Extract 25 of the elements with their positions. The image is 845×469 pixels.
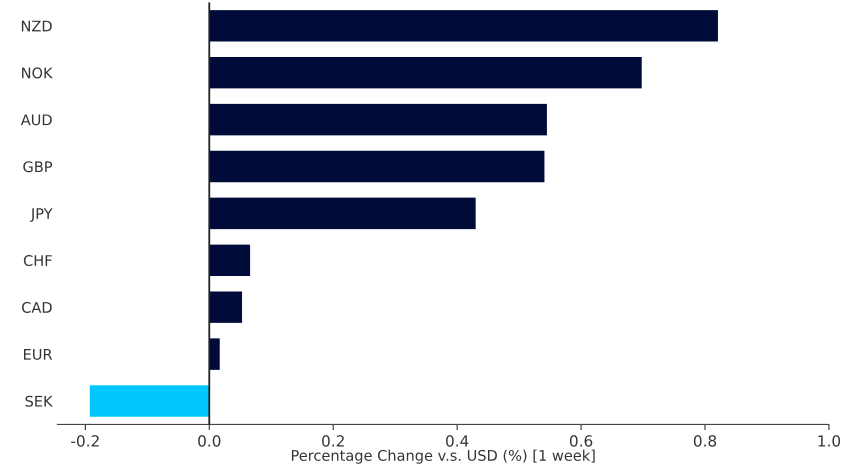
bar: [88, 384, 210, 418]
y-tick-label: AUD: [20, 114, 52, 126]
y-tick-label: SEK: [26, 396, 53, 407]
x-tick-label: 1.0: [818, 435, 840, 447]
x-axis-title: Percentage Change v.s. USD (%) [1 week]: [292, 450, 595, 464]
y-tick-label: NOK: [22, 67, 53, 78]
x-tick-label: 0.0: [198, 435, 220, 447]
x-tick-label: 0.4: [446, 435, 468, 447]
y-tick-label: CHF: [24, 255, 52, 266]
y-tick-label: NZD: [22, 20, 52, 32]
y-tick-label: GBP: [23, 161, 52, 172]
x-tick-label: 0.8: [694, 435, 716, 447]
bar: [208, 243, 252, 278]
y-tick-label: CAD: [22, 302, 52, 313]
y-tick-label: EUR: [24, 349, 52, 360]
bar: [208, 102, 548, 137]
y-tick-label: JPY: [30, 208, 53, 222]
bar: [208, 196, 478, 231]
bar: [208, 8, 720, 43]
x-tick-label: -0.2: [71, 435, 99, 447]
bar: [208, 149, 546, 184]
bar: [208, 56, 644, 90]
x-tick-label: 0.2: [322, 435, 344, 447]
x-tick-label: 0.6: [570, 435, 592, 447]
bar: [208, 290, 244, 324]
